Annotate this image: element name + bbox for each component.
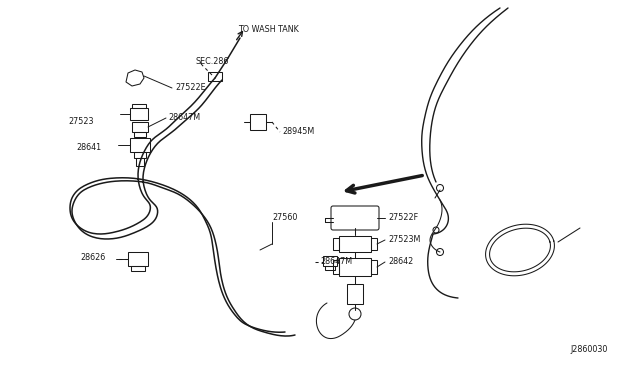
Bar (339, 236, 371, 252)
Text: 28647M: 28647M (320, 257, 352, 266)
Bar (339, 258, 371, 276)
Text: 27523M: 27523M (388, 235, 420, 244)
Text: 28647M: 28647M (168, 113, 200, 122)
Text: 27523: 27523 (68, 118, 93, 126)
Bar (371, 260, 377, 274)
Polygon shape (126, 70, 144, 86)
Bar (250, 114, 266, 130)
Bar (323, 256, 337, 266)
Bar (132, 104, 146, 108)
Text: 28641: 28641 (76, 144, 101, 153)
Bar (333, 238, 339, 250)
Bar (136, 158, 144, 166)
Bar (128, 252, 148, 266)
Text: 27522E: 27522E (175, 83, 205, 93)
Text: 28945M: 28945M (282, 128, 314, 137)
Bar (347, 284, 363, 304)
Bar (131, 266, 145, 271)
Text: J2860030: J2860030 (570, 346, 607, 355)
Bar (130, 108, 148, 120)
Text: 27522F: 27522F (388, 214, 418, 222)
Text: 28642: 28642 (388, 257, 413, 266)
Bar (134, 152, 146, 158)
Text: 27560: 27560 (272, 214, 298, 222)
Bar (325, 266, 335, 270)
Bar (134, 132, 146, 137)
Bar (371, 238, 377, 250)
Bar (130, 138, 150, 152)
Bar (132, 122, 148, 132)
Bar (208, 72, 222, 81)
Text: 28626: 28626 (80, 253, 105, 263)
Bar (333, 260, 339, 274)
Text: TO WASH TANK: TO WASH TANK (238, 26, 299, 35)
Text: SEC.286: SEC.286 (196, 58, 229, 67)
